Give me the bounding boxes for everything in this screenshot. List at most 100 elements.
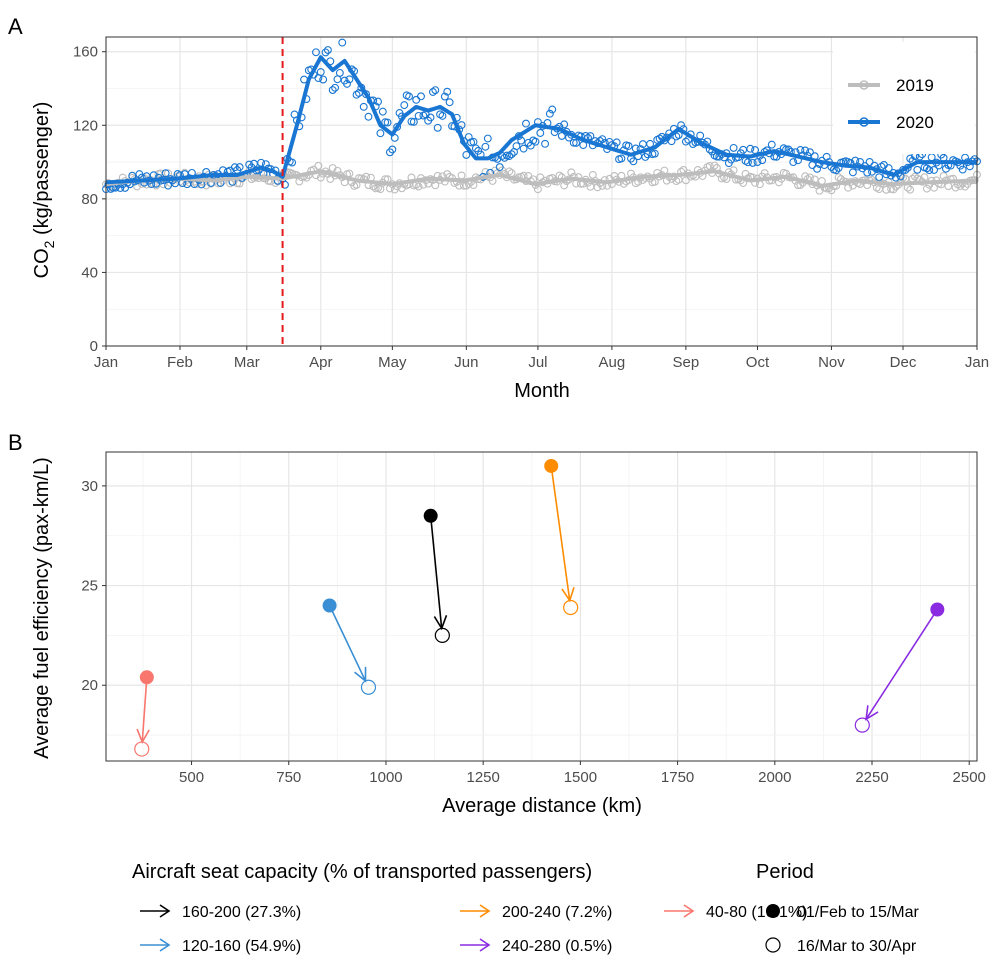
data-point-2020 bbox=[328, 86, 337, 94]
x-tick-label: 500 bbox=[179, 769, 204, 786]
data-point-2020 bbox=[378, 107, 387, 116]
data-point-2020 bbox=[681, 137, 690, 146]
data-point-2019 bbox=[930, 183, 938, 192]
data-point-2020 bbox=[813, 164, 822, 173]
data-point-2020 bbox=[443, 87, 452, 96]
panel-b: B 20 25 30 500 750 1000 1250 1500 1750 2000 2250 2… bbox=[8, 430, 986, 817]
data-point-2020 bbox=[557, 131, 566, 140]
data-point-2020 bbox=[696, 131, 705, 140]
x-tick-label: 750 bbox=[276, 769, 301, 786]
data-point-2020 bbox=[281, 180, 289, 189]
panel-b-border bbox=[105, 451, 978, 762]
arrow-200-240 (7.2%) bbox=[550, 465, 571, 601]
data-point-2020 bbox=[343, 79, 351, 88]
data-point-2019 bbox=[705, 162, 714, 170]
x-tick-label: Aug bbox=[599, 354, 626, 371]
y-tick-label: 20 bbox=[81, 677, 98, 694]
arrow-120-160 (54.9%) bbox=[328, 605, 367, 682]
data-point-2019 bbox=[681, 176, 690, 185]
data-point-2020 bbox=[316, 68, 325, 77]
panel-a-lines bbox=[105, 55, 978, 188]
data-point-2020 bbox=[374, 97, 382, 106]
panel-a-legend: 2019 2020 bbox=[833, 42, 975, 154]
legend-arrow-head bbox=[479, 904, 491, 918]
data-point-2020 bbox=[569, 138, 578, 147]
x-tick-label: May bbox=[378, 354, 407, 371]
data-point-2019 bbox=[593, 183, 602, 192]
legend-period-open-marker bbox=[765, 937, 781, 953]
data-point-2020 bbox=[440, 92, 449, 101]
legend-color-items: 160-200 (27.3%) 200-240 (7.2%) 40-80 (10.1… bbox=[140, 904, 807, 955]
data-point-2020 bbox=[958, 165, 967, 174]
data-point-2020 bbox=[729, 143, 738, 152]
data-point-2020 bbox=[409, 117, 418, 126]
data-point-2020 bbox=[822, 152, 831, 161]
legend-2019-label: 2019 bbox=[896, 76, 934, 95]
legend-arrow-head bbox=[479, 938, 491, 952]
panel-b-xlabel: Average distance (km) bbox=[442, 795, 642, 817]
x-tick-label: 2500 bbox=[953, 769, 986, 786]
data-point-2020 bbox=[161, 169, 170, 178]
data-point-2020 bbox=[364, 112, 373, 121]
data-point-2020 bbox=[758, 156, 767, 165]
data-point-2020 bbox=[612, 138, 621, 147]
data-point-2020 bbox=[531, 137, 540, 146]
y-tick-label: 80 bbox=[81, 191, 98, 208]
data-point-2020 bbox=[746, 144, 755, 153]
panel-a-y-ticks: 0 40 80 120 160 bbox=[73, 44, 106, 355]
data-point-2020 bbox=[507, 150, 516, 159]
data-point-2020 bbox=[321, 48, 330, 57]
data-point-2020 bbox=[913, 165, 922, 174]
data-point-2020 bbox=[789, 158, 798, 167]
legend-2019-marker bbox=[859, 80, 869, 90]
point-start-200-240 (7.2%) bbox=[544, 458, 559, 473]
point-end-40-80 (10.1%) bbox=[134, 741, 150, 757]
data-point-2019 bbox=[316, 173, 325, 182]
data-point-2019 bbox=[431, 181, 440, 190]
point-start-240-280 (0.5%) bbox=[930, 602, 945, 617]
data-point-2019 bbox=[650, 177, 659, 186]
legend-label: 120-160 (54.9%) bbox=[182, 938, 301, 955]
data-point-2020 bbox=[433, 123, 442, 132]
arrow-160-200 (27.3%) bbox=[429, 515, 443, 629]
data-point-2019 bbox=[760, 169, 769, 177]
panel-a-xlabel: Month bbox=[514, 380, 570, 402]
data-point-2020 bbox=[512, 142, 521, 151]
data-point-2020 bbox=[505, 152, 514, 161]
data-point-2020 bbox=[536, 129, 545, 137]
y-tick-label: 25 bbox=[81, 578, 98, 595]
x-tick-label: Jan bbox=[965, 354, 989, 371]
data-point-2019 bbox=[806, 173, 814, 182]
data-point-2020 bbox=[417, 92, 425, 101]
y-tick-label: 30 bbox=[81, 478, 98, 495]
data-point-2020 bbox=[519, 144, 528, 153]
x-tick-label: Nov bbox=[818, 354, 845, 371]
data-point-2020 bbox=[483, 134, 492, 143]
data-point-2019 bbox=[961, 182, 970, 191]
data-point-2020 bbox=[689, 140, 697, 149]
data-point-2020 bbox=[345, 75, 354, 84]
data-point-2020 bbox=[323, 46, 332, 54]
data-point-2020 bbox=[445, 98, 454, 107]
x-tick-label: Jan bbox=[94, 354, 118, 371]
legend-shape-title: Period bbox=[756, 861, 814, 883]
x-tick-label: 2250 bbox=[855, 769, 888, 786]
panel-b-y-ticks: 20 25 30 bbox=[81, 478, 106, 694]
point-end-160-200 (27.3%) bbox=[434, 627, 450, 644]
x-tick-label: Jun bbox=[454, 354, 478, 371]
data-point-2020 bbox=[767, 140, 776, 149]
legend-arrow-head bbox=[683, 904, 695, 918]
data-point-2020 bbox=[617, 154, 626, 163]
panel-b-marks bbox=[134, 458, 945, 757]
data-point-2020 bbox=[743, 158, 752, 167]
point-end-240-280 (0.5%) bbox=[854, 717, 870, 733]
data-point-2020 bbox=[560, 120, 569, 129]
x-tick-label: 1250 bbox=[466, 769, 499, 786]
data-point-2020 bbox=[383, 118, 392, 127]
data-point-2020 bbox=[667, 137, 676, 146]
data-point-2020 bbox=[495, 163, 504, 172]
x-tick-label: Dec bbox=[890, 354, 917, 371]
data-point-2020 bbox=[312, 48, 320, 57]
arrow-240-280 (0.5%) bbox=[865, 609, 939, 720]
data-point-2019 bbox=[469, 181, 478, 190]
